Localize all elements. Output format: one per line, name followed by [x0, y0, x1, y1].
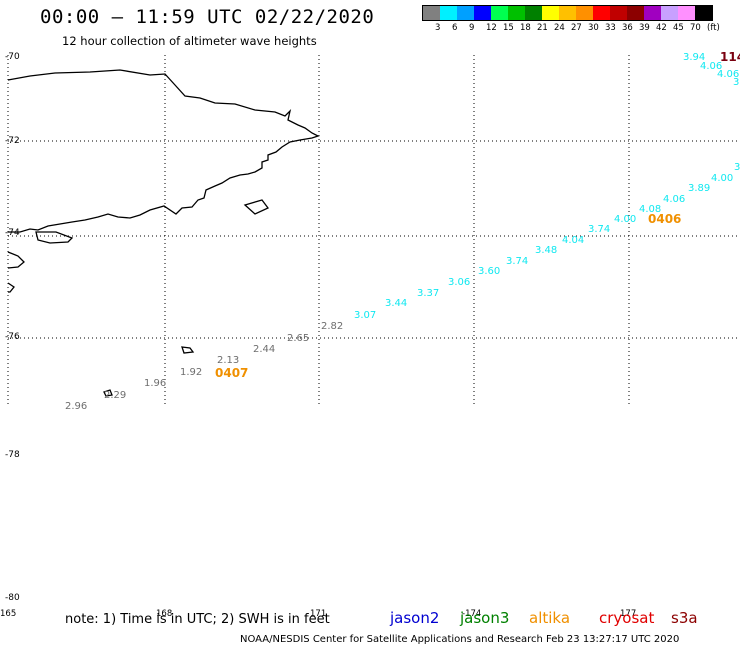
coast-path	[7, 251, 25, 269]
wave-reading: 1.96	[144, 378, 167, 389]
lat-label: -74	[5, 228, 20, 238]
legend-label: 39	[639, 23, 650, 33]
island	[103, 389, 113, 397]
lon-label: 165	[0, 609, 17, 619]
coast-path	[7, 282, 15, 293]
satellite-altika: altika	[529, 609, 571, 627]
wave-reading: 3.37	[417, 288, 440, 299]
lon-label: 177	[620, 609, 637, 619]
legend-swatch	[695, 6, 712, 20]
legend-swatch	[474, 6, 491, 20]
legend-label: 21	[537, 23, 548, 33]
wave-reading: 4.04	[562, 235, 585, 246]
lon-label: -174	[462, 609, 482, 619]
map-subtitle: 12 hour collection of altimeter wave hei…	[62, 34, 317, 48]
wave-reading: 4.00	[614, 214, 637, 225]
lat-label: -76	[5, 332, 20, 342]
legend-label: 45	[673, 23, 684, 33]
wave-reading: 4.08	[639, 204, 662, 215]
legend-label: (ft)	[707, 23, 720, 33]
ice-island	[35, 231, 74, 244]
legend-label: 33	[605, 23, 616, 33]
wave-reading: 3.94	[683, 52, 706, 63]
lat-label: -80	[5, 593, 20, 603]
legend-label: 36	[622, 23, 633, 33]
lat-label: -70	[5, 52, 20, 62]
island	[181, 346, 195, 354]
legend-label: 27	[571, 23, 582, 33]
wave-reading: 3.07	[354, 310, 377, 321]
legend-label: 18	[520, 23, 531, 33]
wave-reading: 2.96	[65, 401, 88, 412]
lat-label: -72	[5, 136, 20, 146]
wave-reading: 3	[734, 162, 740, 173]
legend-swatch	[457, 6, 474, 20]
wave-reading: 3.89	[688, 183, 711, 194]
legend-label: 30	[588, 23, 599, 33]
satellite-jason3: jason3	[460, 609, 510, 627]
coastline	[7, 69, 320, 397]
wave-reading: 2.65	[287, 333, 310, 344]
legend-swatches	[422, 5, 713, 21]
legend-label: 24	[554, 23, 565, 33]
legend-swatch	[542, 6, 559, 20]
wave-reading: 3.48	[535, 245, 558, 256]
map-title: 00:00 — 11:59 UTC 02/22/2020	[40, 6, 375, 28]
wave-reading: 3.06	[448, 277, 471, 288]
lon-label: 168	[156, 609, 173, 619]
legend-swatch	[576, 6, 593, 20]
wave-reading: 1.92	[180, 367, 203, 378]
coast-path	[7, 69, 320, 233]
satellite-s3a: s3a	[671, 609, 698, 627]
wave-reading: 3.60	[478, 266, 501, 277]
wave-reading: 0406	[648, 212, 682, 226]
lon-label: 171	[310, 609, 327, 619]
lat-label: -78	[5, 450, 20, 460]
wave-reading: 4.06	[717, 69, 740, 80]
legend-swatch	[559, 6, 576, 20]
legend-swatch	[661, 6, 678, 20]
wave-reading: 3	[733, 77, 740, 88]
wave-reading: 0407	[215, 366, 249, 380]
legend-label: 15	[503, 23, 514, 33]
legend-swatch	[593, 6, 610, 20]
island	[243, 199, 270, 215]
legend-labels: 3 6 9 12 15 18 21 24 27 30 33 36 39 42 45 70 (ft)	[422, 21, 720, 33]
wave-reading: 114	[720, 50, 740, 64]
wave-reading: 2.13	[217, 355, 240, 366]
legend-label: 42	[656, 23, 667, 33]
wave-reading: 3.74	[506, 256, 529, 267]
legend-swatch	[508, 6, 525, 20]
legend-label: 12	[486, 23, 497, 33]
wave-reading: 4.00	[711, 173, 734, 184]
legend-swatch	[440, 6, 457, 20]
legend-swatch	[610, 6, 627, 20]
wave-reading: 3.44	[385, 298, 408, 309]
legend-swatch	[491, 6, 508, 20]
legend-swatch	[525, 6, 542, 20]
legend-label: 6	[452, 23, 458, 33]
legend-swatch	[423, 6, 440, 20]
wave-reading: 2.29	[104, 390, 127, 401]
wave-reading: 4.06	[700, 61, 723, 72]
wave-reading: 2.44	[253, 344, 276, 355]
legend-label: 9	[469, 23, 475, 33]
color-legend: 3 6 9 12 15 18 21 24 27 30 33 36 39 42 45 70 (ft)	[422, 5, 720, 35]
legend-swatch	[627, 6, 644, 20]
wave-reading: 3.74	[588, 224, 611, 235]
credit-line: NOAA/NESDIS Center for Satellite Applica…	[240, 634, 680, 645]
graticule	[7, 55, 740, 405]
satellite-jason2: jason2	[390, 609, 440, 627]
legend-swatch	[678, 6, 695, 20]
wave-reading: 2.82	[321, 321, 344, 332]
legend-swatch	[644, 6, 661, 20]
legend-label: 70	[690, 23, 701, 33]
legend-label: 3	[435, 23, 441, 33]
satellite-cryosat: cryosat	[599, 609, 655, 627]
footer-note: note: 1) Time is in UTC; 2) SWH is in fe…	[65, 612, 330, 627]
wave-reading: 4.06	[663, 194, 686, 205]
